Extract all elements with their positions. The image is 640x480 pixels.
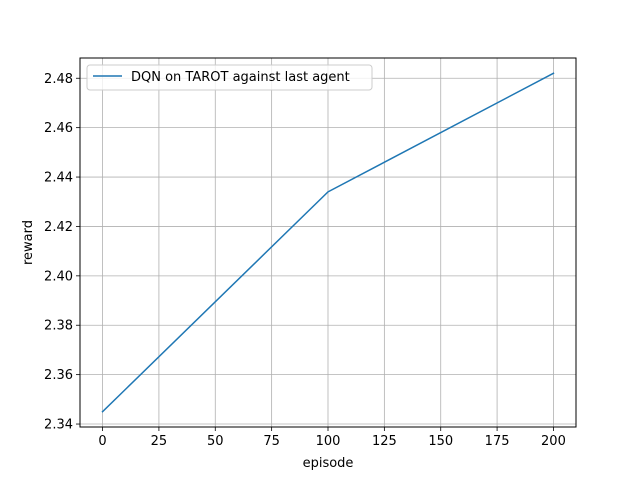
x-tick-label: 100 (316, 434, 341, 449)
x-axis-label: episode (303, 456, 354, 471)
x-tick-label: 50 (207, 434, 224, 449)
x-tick-label: 150 (428, 434, 453, 449)
x-tick-label: 25 (151, 434, 168, 449)
y-tick-label: 2.36 (44, 368, 73, 383)
y-axis-label: reward (21, 220, 36, 265)
series-layer (101, 72, 555, 413)
x-tick-label: 75 (263, 434, 280, 449)
legend: DQN on TAROT against last agent (86, 64, 373, 91)
legend-label: DQN on TAROT against last agent (131, 70, 350, 85)
y-tick-label: 2.38 (44, 319, 73, 334)
y-tick-label: 2.48 (44, 72, 73, 87)
x-tick-label: 200 (541, 434, 566, 449)
y-tick-label: 2.34 (44, 418, 73, 433)
x-tick-label: 175 (485, 434, 510, 449)
x-tick-label: 125 (372, 434, 397, 449)
legend-box (86, 64, 373, 91)
y-tick-label: 2.44 (44, 171, 73, 186)
y-tick-label: 2.40 (44, 269, 73, 284)
y-tick-label: 2.42 (44, 220, 73, 235)
series-line-0 (101, 72, 555, 413)
grid-lines (80, 58, 576, 427)
x-tick-label: 0 (98, 434, 106, 449)
y-tick-label: 2.46 (44, 121, 73, 136)
ticks: 0 25 50 75 100 125 150 175 200 2.34 2.36 2.38 2.40 2.… (44, 72, 566, 449)
